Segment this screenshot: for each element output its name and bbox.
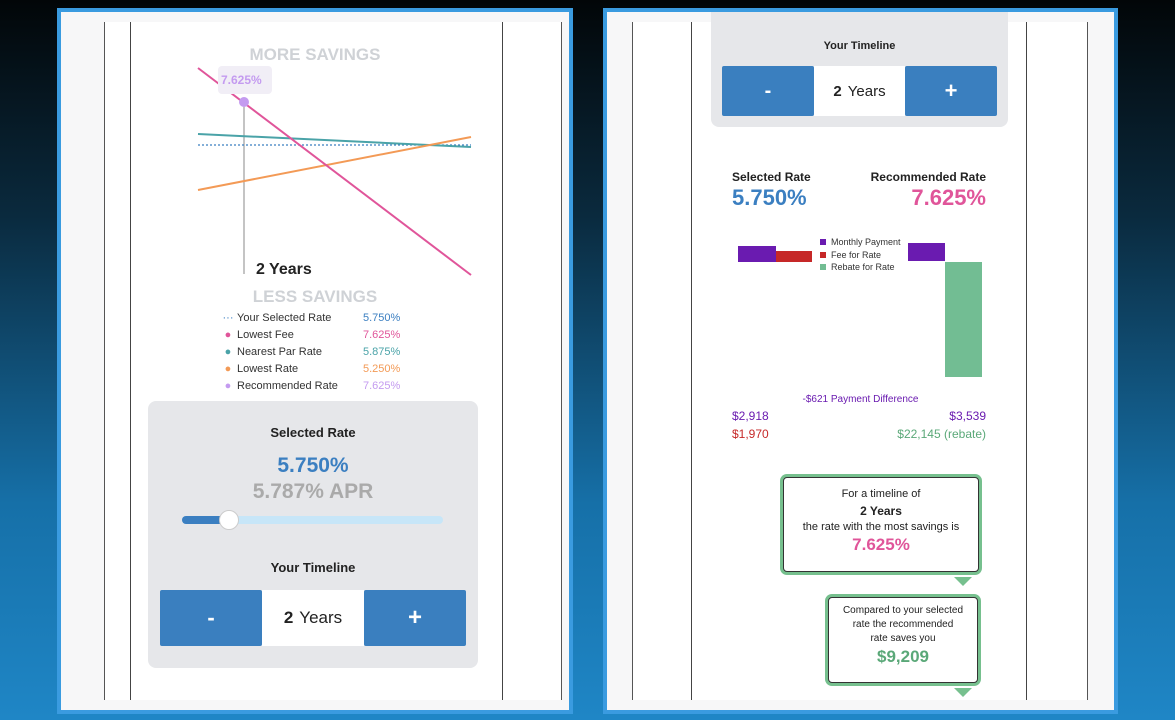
timeline-number: 2 — [283, 608, 294, 627]
more-savings-label: MORE SAVINGS — [249, 45, 381, 64]
content-border-left — [130, 22, 131, 700]
page-area — [632, 22, 1088, 700]
legend-label: Recommended Rate — [237, 379, 338, 392]
bubble-line: rate the recommended — [852, 619, 954, 630]
timeline-unit: Years — [299, 608, 343, 627]
legend-row: ● Nearest Par Rate 5.875% — [219, 343, 401, 360]
timeline-number: 2 — [833, 82, 842, 100]
rate-slider-thumb[interactable] — [218, 510, 239, 530]
rate-tooltip-bg — [218, 66, 272, 94]
less-savings-label: LESS SAVINGS — [252, 287, 378, 306]
left-panel: MORE SAVINGS 7.625% 2 Years LESS SAVINGS… — [57, 8, 573, 714]
chart-legend: ··· Your Selected Rate 5.750% ● Lowest F… — [219, 309, 401, 394]
selected-rate-card: Selected Rate 5.750% 5.787% APR Your Tim… — [148, 401, 478, 668]
legend-row: ··· Your Selected Rate 5.750% — [219, 309, 401, 326]
timeline-chart-label: 2 Years — [256, 261, 312, 278]
right-panel: Your Timeline - 2 Years + Selected Rate … — [603, 8, 1118, 714]
bubble-timeline: 2 Years — [860, 504, 902, 518]
legend-label: Lowest Fee — [237, 328, 294, 341]
legend-label: Your Selected Rate — [237, 311, 332, 324]
bar-legend: Monthly Payment Fee for Rate Rebate for … — [820, 236, 901, 274]
legend-label: Lowest Rate — [237, 362, 299, 375]
selected-payment-bar — [738, 246, 776, 262]
recommended-rebate-bar — [945, 262, 982, 377]
timeline-value: 2 Years — [262, 590, 364, 646]
bubble-tail — [954, 577, 972, 586]
selected-fee-bar — [776, 251, 812, 262]
rate-tooltip: 7.625% — [221, 73, 262, 87]
dot-icon: ● — [224, 379, 232, 392]
legend-row: ● Lowest Fee 7.625% — [219, 326, 401, 343]
rate-slider-fill — [182, 516, 229, 524]
recommended-rate-value: 7.625% — [911, 185, 986, 210]
timeline-value: 2 Years — [814, 66, 905, 116]
apr-value: 5.787% APR — [252, 480, 374, 503]
legend-label: Monthly Payment — [831, 237, 901, 248]
bubble-rate: 7.625% — [852, 535, 910, 554]
legend-label: Fee for Rate — [831, 249, 882, 260]
content-border-right — [1026, 22, 1027, 700]
recommended-rebate-amount: $22,145 (rebate) — [897, 427, 986, 441]
increase-timeline-button[interactable]: + — [905, 66, 997, 116]
content-border-right — [502, 22, 503, 700]
rate-slider[interactable] — [182, 510, 443, 530]
recommended-payment-amount: $3,539 — [949, 409, 986, 423]
bubble-line: For a timeline of — [841, 488, 921, 500]
most-savings-bubble: For a timeline of 2 Years the rate with … — [783, 477, 979, 572]
dot-icon: ● — [224, 345, 232, 358]
recommended-payment-bar — [908, 243, 945, 261]
legend-value: 5.250% — [363, 362, 401, 375]
legend-value: 5.875% — [363, 345, 401, 358]
selected-rate-value: 5.750% — [732, 185, 807, 210]
selected-rate-value: 5.750% — [277, 454, 349, 477]
bubble-line: the rate with the most savings is — [802, 521, 960, 533]
selected-payment-amount: $2,918 — [732, 409, 769, 423]
square-icon — [820, 251, 826, 258]
legend-label: Rebate for Rate — [831, 262, 895, 273]
legend-value: 7.625% — [363, 328, 401, 341]
legend-label: Nearest Par Rate — [237, 345, 322, 358]
bubble-line: Compared to your selected — [842, 605, 964, 616]
payment-difference: -$621 Payment Difference — [802, 394, 919, 405]
bubble-amount: $9,209 — [877, 647, 929, 666]
legend-value: 7.625% — [363, 379, 401, 392]
timeline-title: Your Timeline — [823, 40, 896, 52]
savings-amount-bubble: Compared to your selected rate the recom… — [828, 597, 978, 683]
timeline-card: Your Timeline - 2 Years + — [711, 12, 1008, 127]
bubble-line: rate saves you — [870, 633, 936, 644]
square-icon — [820, 239, 826, 246]
lowest-rate-line — [197, 136, 472, 191]
dot-icon: ● — [224, 328, 232, 341]
timeline-stepper: - 2 Years + — [722, 66, 997, 116]
selected-rate-label: Selected Rate — [732, 170, 811, 184]
increase-timeline-button[interactable]: + — [364, 590, 466, 646]
content-border-left — [691, 22, 692, 700]
timeline-title: Your Timeline — [270, 560, 356, 575]
savings-line-chart — [197, 66, 472, 276]
legend-row: ● Lowest Rate 5.250% — [219, 360, 401, 377]
dot-icon: ● — [224, 362, 232, 375]
legend-row: ● Recommended Rate 7.625% — [219, 377, 401, 394]
recommended-rate-point — [239, 97, 249, 107]
decrease-timeline-button[interactable]: - — [160, 590, 262, 646]
legend-row: Fee for Rate — [820, 249, 901, 262]
selected-fee-amount: $1,970 — [732, 427, 769, 441]
legend-row: Rebate for Rate — [820, 261, 901, 274]
dotted-line-icon: ··· — [222, 311, 234, 324]
recommended-rate-label: Recommended Rate — [870, 170, 986, 184]
selected-rate-title: Selected Rate — [270, 425, 356, 440]
decrease-timeline-button[interactable]: - — [722, 66, 814, 116]
legend-row: Monthly Payment — [820, 236, 901, 249]
lowest-fee-line — [197, 67, 472, 276]
timeline-stepper: - 2 Years + — [160, 590, 466, 646]
timeline-unit: Years — [847, 82, 886, 100]
legend-value: 5.750% — [363, 311, 401, 324]
square-icon — [820, 264, 826, 271]
bubble-tail — [954, 688, 972, 697]
